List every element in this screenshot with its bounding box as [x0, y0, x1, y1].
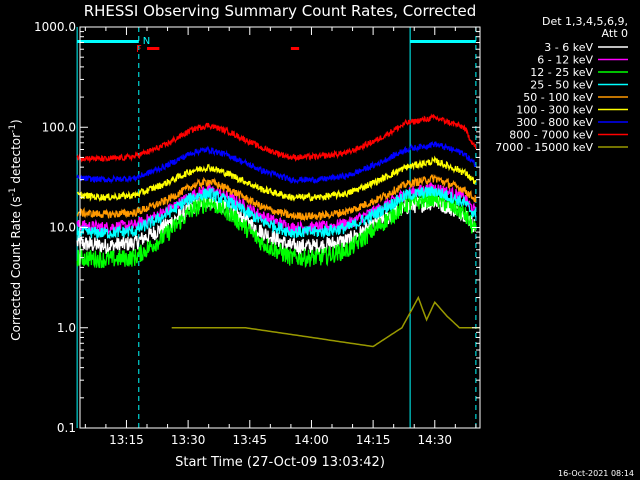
x-tick-label: 13:30 — [171, 433, 206, 447]
series-line — [171, 295, 480, 348]
night-flag-label: N — [143, 36, 150, 47]
legend-header-1: Det 1,3,4,5,6,9, — [542, 15, 628, 28]
flare-bar — [147, 47, 160, 50]
series-line — [76, 113, 477, 164]
y-axis-label-end: ) — [9, 119, 23, 124]
series-layer — [76, 113, 480, 348]
series-line — [76, 155, 477, 203]
axis-layer: 0.1 1.0 10.0 100.0 1000.0 13:15 13:30 13:45 14:0… — [34, 20, 480, 447]
x-tick-label: 14:00 — [294, 433, 329, 447]
timestamp: 16-Oct-2021 08:14 — [558, 469, 634, 478]
y-axis-label-sup2: -1 — [8, 124, 18, 133]
flare-bar — [290, 47, 300, 50]
legend-entry-label: 6 - 12 keV — [537, 54, 593, 67]
flare-flag-label: F — [136, 44, 142, 55]
y-tick-label: 10.0 — [49, 221, 76, 235]
x-tick-label: 13:45 — [232, 433, 267, 447]
x-tick-label: 13:15 — [109, 433, 144, 447]
legend-entry-label: 100 - 300 keV — [516, 104, 593, 117]
y-axis-label-mid: detector — [9, 133, 23, 188]
y-tick-label: 100.0 — [42, 120, 76, 134]
y-axis-label-sup1: -1 — [8, 187, 18, 196]
y-axis-label-main: Corrected Count Rate (s — [9, 196, 23, 340]
series-line — [76, 186, 477, 240]
legend-entry-label: 7000 - 15000 keV — [495, 141, 593, 154]
legend-entry-label: 3 - 6 keV — [544, 41, 593, 54]
x-tick-label: 14:30 — [417, 433, 452, 447]
legend-entry-label: 25 - 50 keV — [530, 79, 593, 92]
series-line — [76, 140, 477, 185]
legend-entry-label: 50 - 100 keV — [523, 91, 593, 104]
x-tick-label: 14:15 — [356, 433, 391, 447]
y-tick-label: 1.0 — [57, 321, 76, 335]
x-axis-label: Start Time (27-Oct-09 13:03:42) — [175, 455, 385, 470]
night-bar — [410, 40, 476, 43]
legend-header-2: Att 0 — [602, 27, 628, 40]
chart-title: RHESSI Observing Summary Count Rates, Co… — [84, 2, 477, 20]
y-tick-label: 0.1 — [57, 421, 76, 435]
legend-entry-label: 12 - 25 keV — [530, 66, 593, 79]
series-line — [76, 173, 477, 222]
legend-entry-label: 800 - 7000 keV — [509, 129, 593, 142]
y-tick-label: 1000.0 — [34, 20, 76, 34]
night-bar — [77, 40, 139, 43]
y-axis-label: Corrected Count Rate (s-1 detector-1) — [8, 119, 23, 340]
legend-entry-label: 300 - 800 keV — [516, 116, 593, 129]
